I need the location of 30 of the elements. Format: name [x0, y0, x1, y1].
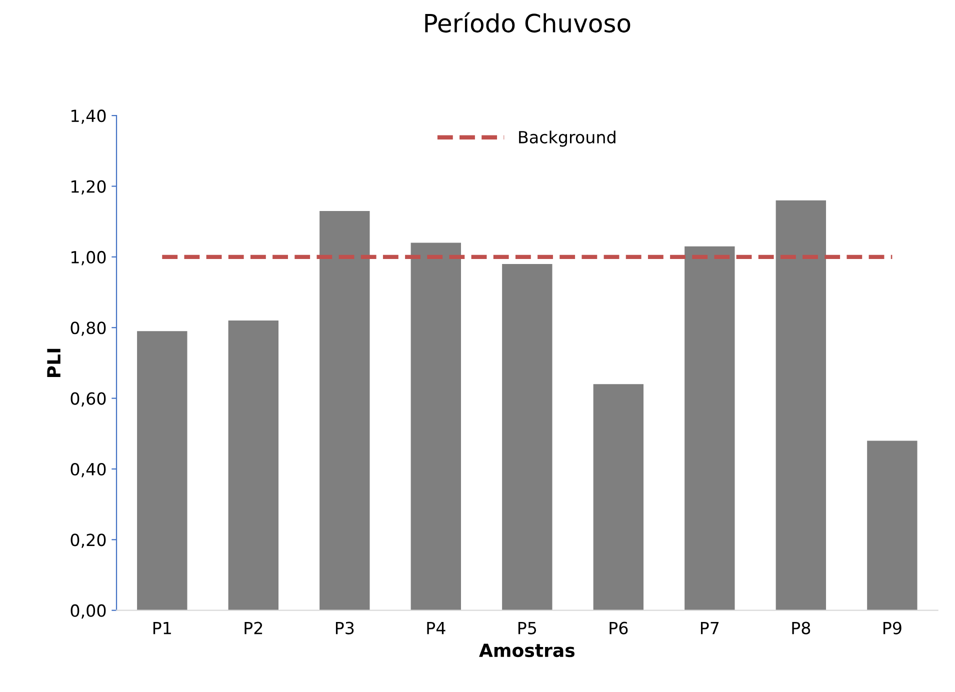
y-tick-label: 0,80: [70, 322, 106, 336]
y-axis-title: PLI: [47, 348, 60, 378]
y-tick-label: 1,20: [72, 180, 106, 195]
y-tick-label: 1,00: [72, 250, 106, 266]
y-tick-label: 0,40: [70, 462, 106, 478]
bar: [320, 210, 370, 610]
bar: [137, 331, 188, 610]
x-tick-label: P1: [153, 622, 171, 634]
bar: [593, 384, 644, 610]
x-tick-label: P4: [427, 622, 446, 634]
x-tick-label: P6: [610, 622, 628, 634]
bar: [684, 246, 735, 610]
x-tick-label: P7: [700, 622, 719, 634]
x-axis-title: Amostras: [479, 644, 575, 658]
bar: [776, 200, 826, 610]
x-tick-label: P3: [336, 622, 354, 634]
bar: [502, 264, 552, 610]
x-tick-label: P5: [518, 622, 536, 634]
bar: [228, 320, 278, 610]
y-tick-label: 0,60: [70, 392, 106, 407]
y-tick-label: 0,00: [70, 604, 106, 619]
x-tick-label: P2: [244, 622, 262, 634]
legend-label: Background: [519, 130, 616, 147]
chart-title: Período Chuvoso: [425, 12, 630, 33]
y-tick-label: 1,40: [72, 110, 106, 124]
y-tick-label: 0,20: [70, 534, 106, 548]
x-tick-label: P9: [883, 622, 902, 634]
x-tick-label: P8: [792, 622, 810, 634]
bar: [410, 242, 461, 610]
bar: [867, 440, 918, 610]
